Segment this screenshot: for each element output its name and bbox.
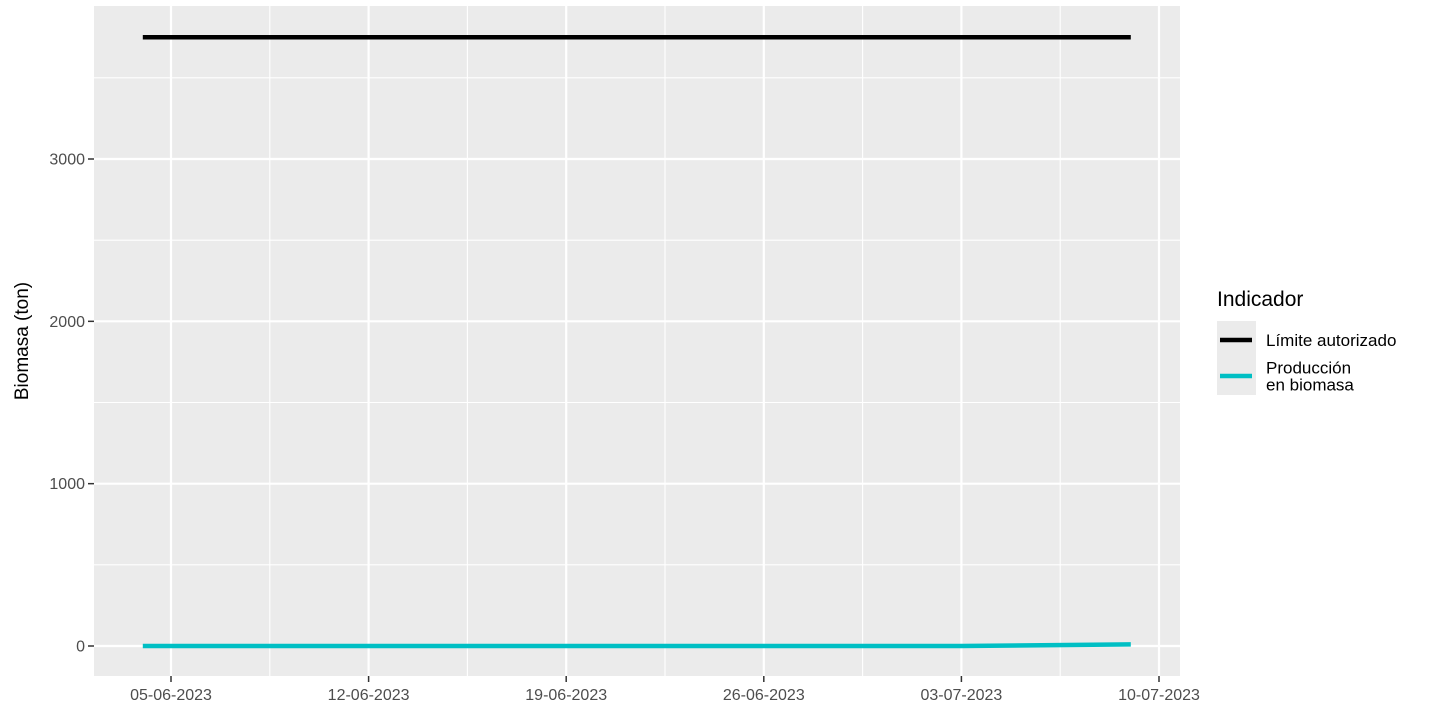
plot-panel: [94, 6, 1180, 676]
y-axis-title: Biomasa (ton): [12, 282, 33, 400]
legend-label-1: Límite autorizado: [1266, 331, 1396, 350]
axis-layer: 0 1000 2000 3000 05-06-2023 12-06-2023 19-06-2…: [49, 152, 1200, 704]
legend-key-background: [1217, 321, 1256, 395]
series-line-2: [142, 642, 1131, 649]
y-tick-label: 2000: [49, 314, 85, 331]
x-tick-label: 05-06-2023: [130, 687, 212, 704]
y-tick-label: 1000: [49, 476, 85, 493]
y-tick-label: 3000: [49, 152, 85, 169]
x-tick-label: 19-06-2023: [525, 687, 607, 704]
x-tick-label: 03-07-2023: [920, 687, 1002, 704]
x-tick-label: 12-06-2023: [328, 687, 410, 704]
legend-label-2: Producción en biomasa: [1266, 359, 1354, 395]
legend: Indicador Límite autorizado Producción en …: [1217, 288, 1396, 395]
x-tick-label: 26-06-2023: [723, 687, 805, 704]
y-tick-label: 0: [76, 639, 85, 656]
legend-title: Indicador: [1217, 288, 1303, 311]
series-layer: [142, 35, 1131, 649]
x-tick-label: 10-07-2023: [1118, 687, 1200, 704]
